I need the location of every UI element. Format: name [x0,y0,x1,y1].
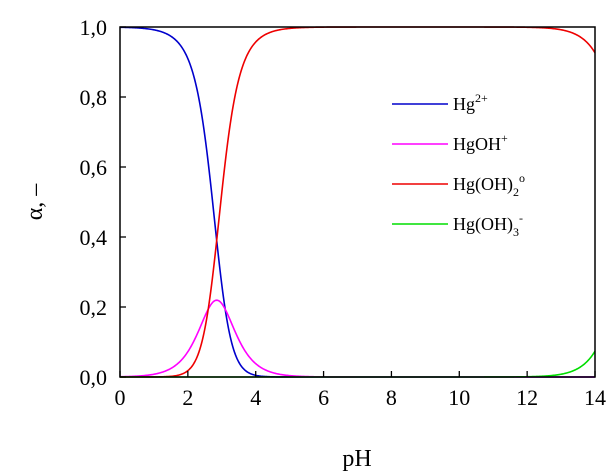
x-tick-label: 2 [182,385,193,410]
y-tick-label: 1,0 [80,15,108,40]
y-tick-label: 0,0 [80,365,108,390]
series-lines [119,26,596,378]
legend-label-sup: + [501,131,508,145]
x-tick-label: 4 [250,385,261,410]
legend-label-sup: o [519,171,525,185]
legend-label-base: Hg [453,94,475,114]
legend-label-sup: - [519,211,523,225]
series-line-hg2 [119,26,595,378]
legend-label-hg2: Hg2+ [453,91,488,114]
legend-label-sup: 2+ [475,91,488,105]
legend-label-sub: 2 [513,185,519,199]
x-axis-label: pH [342,446,371,472]
legend-label-base: HgOH [453,134,501,154]
y-tick-label: 0,2 [80,295,108,320]
axes [119,26,596,378]
plot-frame [119,26,596,378]
legend-label-hgoh2: Hg(OH)2o [453,171,525,199]
legend-label-base: Hg(OH) [453,174,513,195]
series-line-hgoh2 [120,26,596,378]
y-axis-label: α, – [22,183,48,221]
y-tick-label: 0,4 [80,225,108,250]
legend-label-base: Hg(OH) [453,214,513,235]
series-line-hgoh3 [120,350,596,378]
x-tick-label: 10 [448,385,470,410]
legend-label-hgoh3: Hg(OH)3- [453,211,523,239]
series-line-hgoh [119,299,595,378]
tick-labels: 0 2 4 6 8 10 12 14 0,0 0,2 0,4 0,6 0,8 1,0 [80,15,607,410]
y-tick-label: 0,6 [80,155,108,180]
y-tick-label: 0,8 [80,85,108,110]
x-tick-label: 0 [115,385,126,410]
x-tick-label: 14 [584,385,606,410]
legend-label-hgoh: HgOH+ [453,131,508,154]
x-tick-label: 8 [386,385,397,410]
x-tick-label: 6 [318,385,329,410]
legend-label-sub: 3 [513,225,519,239]
x-tick-label: 12 [516,385,538,410]
